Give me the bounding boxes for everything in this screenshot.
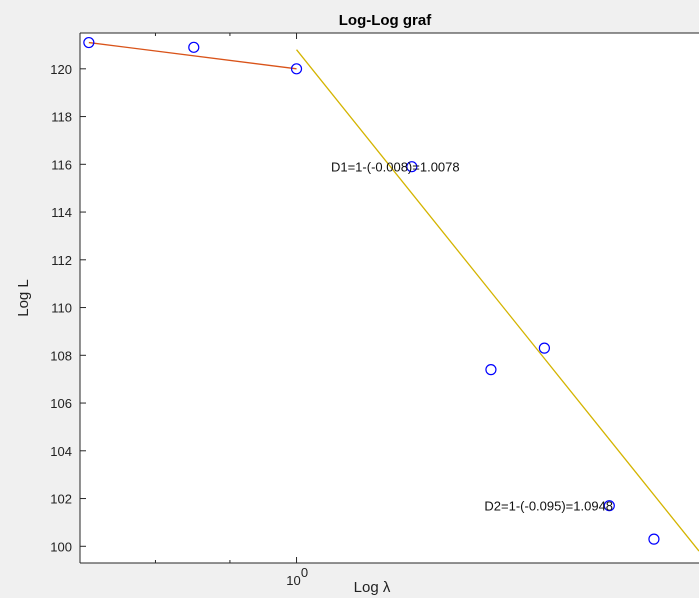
y-tick-label: 118	[51, 110, 72, 125]
fit-line-2	[296, 49, 699, 552]
annotations: D1=1-(-0.008)=1.0078 D2=1-(-0.095)=1.0948	[331, 160, 613, 514]
y-tick-label: 120	[50, 62, 72, 77]
y-tick-label: 104	[50, 444, 72, 459]
y-tick-label: 108	[50, 348, 72, 363]
fit-line-1	[88, 41, 297, 70]
y-tick-label: 112	[51, 253, 72, 268]
plot-area	[80, 33, 699, 563]
y-tick-label: 100	[50, 539, 72, 554]
data-point-6	[538, 342, 550, 354]
fit-lines	[88, 41, 699, 552]
chart-title: Log-Log graf	[339, 12, 432, 29]
y-tick-label: 114	[51, 205, 72, 220]
y-tick-label: 110	[51, 301, 72, 316]
data-points	[83, 36, 660, 545]
x-tick-label-exponent: 0	[301, 565, 308, 580]
data-point-4	[406, 161, 418, 173]
data-point-1	[83, 36, 95, 49]
data-point-2	[188, 41, 200, 53]
data-point-5	[485, 364, 497, 376]
y-tick-label: 102	[50, 492, 72, 507]
x-tick-label: 10	[286, 573, 300, 588]
data-point-7	[603, 500, 615, 512]
y-axis-label: Log L	[15, 279, 32, 317]
y-axis-ticks: 100 102 104 106 108 110 112 114 116 118 120	[50, 62, 86, 554]
data-point-3	[290, 63, 303, 75]
y-tick-label: 116	[51, 157, 72, 172]
annotation-2: D2=1-(-0.095)=1.0948	[484, 499, 613, 514]
annotation-1: D1=1-(-0.008)=1.0078	[331, 160, 460, 175]
data-point-8	[648, 533, 660, 545]
y-tick-label: 106	[50, 396, 72, 411]
x-axis-label: Log λ	[354, 579, 391, 596]
x-axis-ticks: 100	[154, 33, 308, 588]
